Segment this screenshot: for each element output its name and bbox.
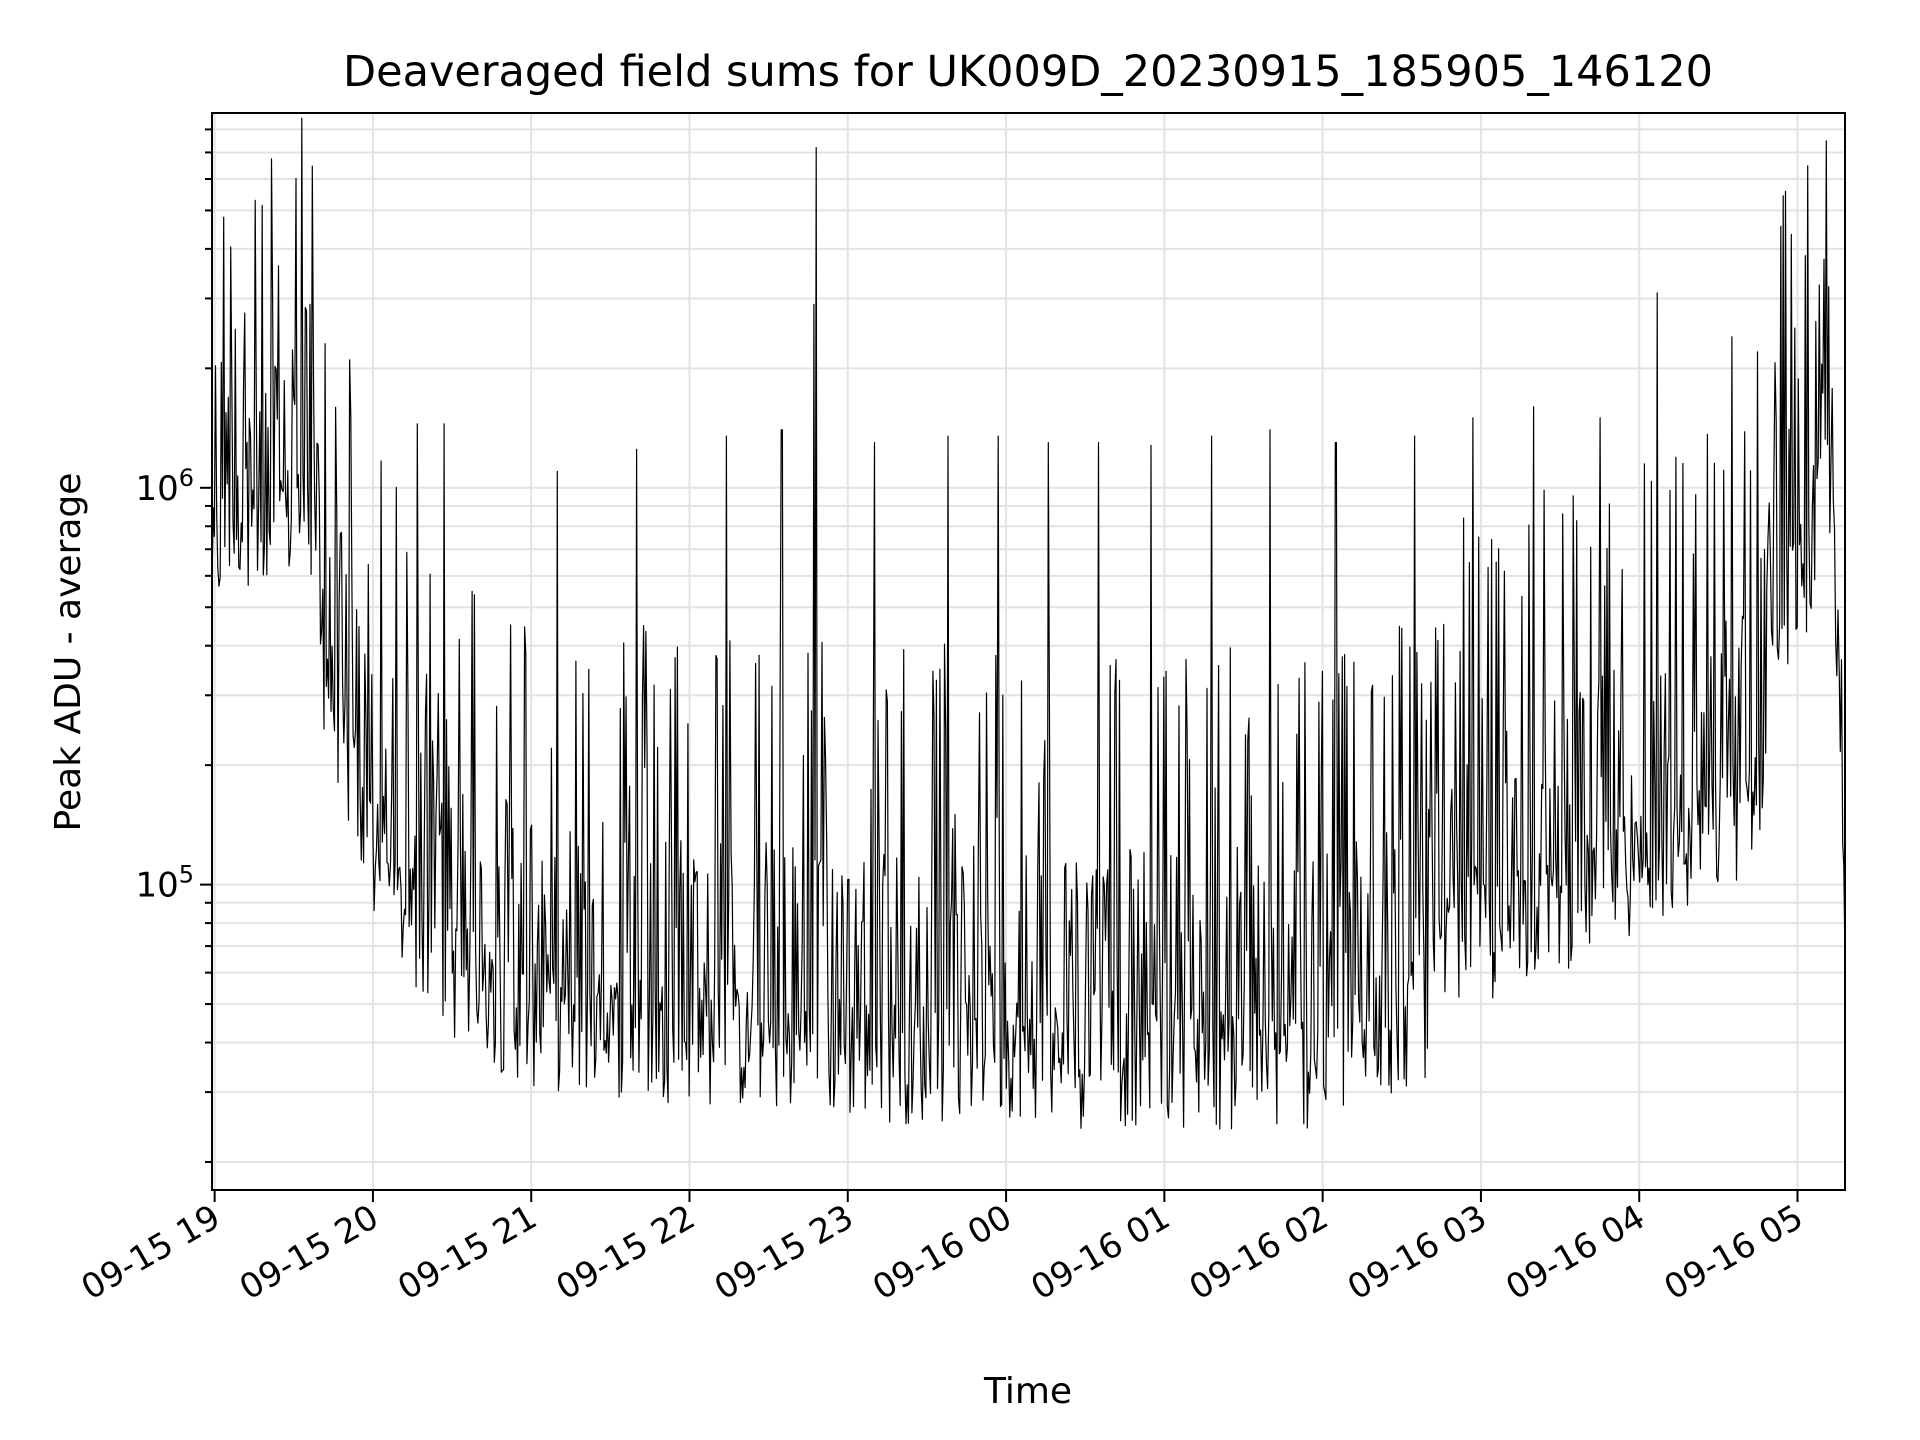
- chart-title: Deaveraged field sums for UK009D_2023091…: [343, 47, 1713, 97]
- series-line: [211, 117, 1846, 1130]
- y-axis-label: Peak ADU - average: [48, 473, 89, 832]
- y-tick-label: 106: [135, 464, 194, 509]
- y-axis: 105 106: [135, 128, 212, 1163]
- series-layer: [211, 117, 1846, 1130]
- y-tick-label: 105: [135, 861, 194, 906]
- plot-frame: [211, 112, 1846, 1191]
- x-axis-label: Time: [983, 1371, 1072, 1412]
